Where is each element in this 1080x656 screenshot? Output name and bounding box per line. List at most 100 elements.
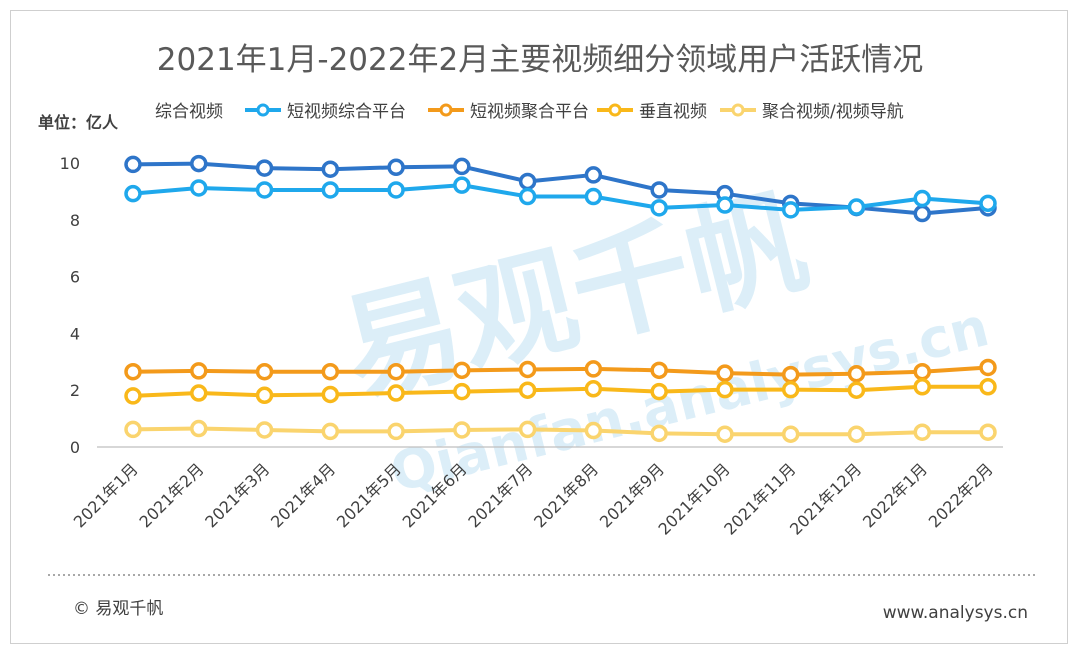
- data-point: [453, 176, 471, 194]
- data-point: [716, 196, 734, 214]
- data-point: [387, 422, 405, 441]
- x-tick-label: 2021年2月: [136, 459, 208, 531]
- data-point: [453, 382, 471, 401]
- legend: 综合视频 短视频综合平台 短视频聚合平台 垂直视频 聚合视频/视频导航: [155, 102, 904, 122]
- data-point: [781, 380, 800, 399]
- data-point: [124, 387, 142, 405]
- data-point: [124, 155, 142, 174]
- y-tick-label: 8: [70, 211, 80, 230]
- data-point: [255, 362, 274, 381]
- data-point: [124, 362, 142, 381]
- data-point: [650, 382, 668, 401]
- data-point: [584, 166, 603, 184]
- data-point: [255, 159, 274, 177]
- data-point: [518, 360, 537, 379]
- y-tick-label: 4: [70, 324, 80, 343]
- data-point: [255, 421, 274, 439]
- data-point: [979, 378, 997, 396]
- data-point: [453, 361, 471, 380]
- data-point: [650, 199, 668, 217]
- data-point: [190, 179, 208, 197]
- data-point: [321, 362, 340, 381]
- data-point: [124, 420, 142, 439]
- data-point: [321, 160, 340, 178]
- x-tick-label: 2021年3月: [201, 459, 273, 531]
- x-tick-label: 2021年4月: [267, 459, 339, 531]
- data-point: [913, 204, 931, 223]
- legend-item-label: 综合视频: [155, 102, 223, 122]
- x-tick-label: 2021年5月: [333, 459, 405, 531]
- y-tick-label: 2: [70, 381, 80, 400]
- data-point: [979, 423, 997, 441]
- data-point: [453, 157, 471, 176]
- legend-item-label: 垂直视频: [639, 102, 707, 122]
- data-point: [584, 421, 603, 440]
- legend-swatch-marker: [256, 103, 270, 117]
- data-point: [124, 184, 142, 203]
- legend-swatch-marker: [731, 103, 745, 117]
- data-point: [321, 385, 340, 404]
- data-point: [650, 361, 668, 380]
- series-line: [132, 426, 988, 437]
- data-point: [190, 362, 208, 380]
- legend-item-label: 短视频综合平台: [287, 102, 406, 122]
- data-point: [781, 201, 800, 219]
- data-point: [190, 419, 208, 438]
- data-point: [584, 380, 603, 398]
- data-point: [650, 424, 668, 443]
- data-point: [847, 198, 866, 216]
- legend-item-label: 短视频聚合平台: [470, 102, 589, 122]
- data-point: [847, 425, 866, 443]
- data-point: [781, 365, 800, 384]
- data-point: [716, 380, 734, 399]
- x-tick-label: 2022年2月: [925, 459, 997, 531]
- y-tick-label: 0: [70, 438, 80, 457]
- data-point: [913, 423, 931, 441]
- x-tick-label: 2022年1月: [859, 459, 931, 531]
- data-point: [190, 154, 208, 173]
- x-tick-label: 2021年9月: [596, 459, 668, 531]
- watermark: 易观千帆 Qianfan.analysys.cn: [328, 172, 994, 504]
- data-point: [716, 364, 734, 382]
- x-tick-label: 2021年8月: [530, 459, 602, 531]
- data-point: [387, 362, 405, 381]
- data-point: [190, 384, 208, 402]
- legend-swatch-marker: [439, 103, 453, 117]
- data-point: [913, 362, 931, 381]
- series-line: [132, 365, 989, 377]
- data-point: [913, 378, 931, 396]
- footer-url: www.analysys.cn: [883, 603, 1028, 623]
- chart-frame: [10, 10, 1068, 644]
- data-point: [321, 422, 340, 441]
- y-tick-label: 6: [70, 268, 80, 287]
- legend-swatch-marker: [608, 103, 622, 117]
- y-axis: 0 2 4 6 8 10: [60, 154, 80, 457]
- data-point: [913, 189, 931, 208]
- data-point: [387, 181, 405, 199]
- data-point: [387, 384, 405, 402]
- data-point: [716, 425, 734, 443]
- data-point: [979, 358, 997, 377]
- chart-title: 2021年1月-2022年2月主要视频细分领域用户活跃情况: [157, 42, 923, 78]
- data-point: [979, 194, 997, 213]
- data-point: [453, 421, 471, 439]
- data-point: [255, 181, 274, 199]
- data-point: [847, 381, 866, 399]
- data-point: [518, 420, 537, 439]
- footer-copyright: © 易观千帆: [73, 599, 163, 619]
- data-point: [321, 181, 340, 199]
- data-point: [584, 187, 603, 206]
- data-point: [518, 381, 537, 399]
- unit-label: 单位：亿人: [38, 113, 119, 132]
- data-point: [518, 172, 537, 191]
- data-point: [781, 425, 800, 443]
- data-point: [650, 181, 668, 199]
- data-point: [387, 158, 405, 177]
- x-tick-label: 2021年1月: [70, 459, 142, 531]
- data-point: [584, 360, 603, 378]
- data-point: [518, 187, 537, 206]
- series-line: [132, 183, 989, 212]
- y-tick-label: 10: [60, 154, 80, 173]
